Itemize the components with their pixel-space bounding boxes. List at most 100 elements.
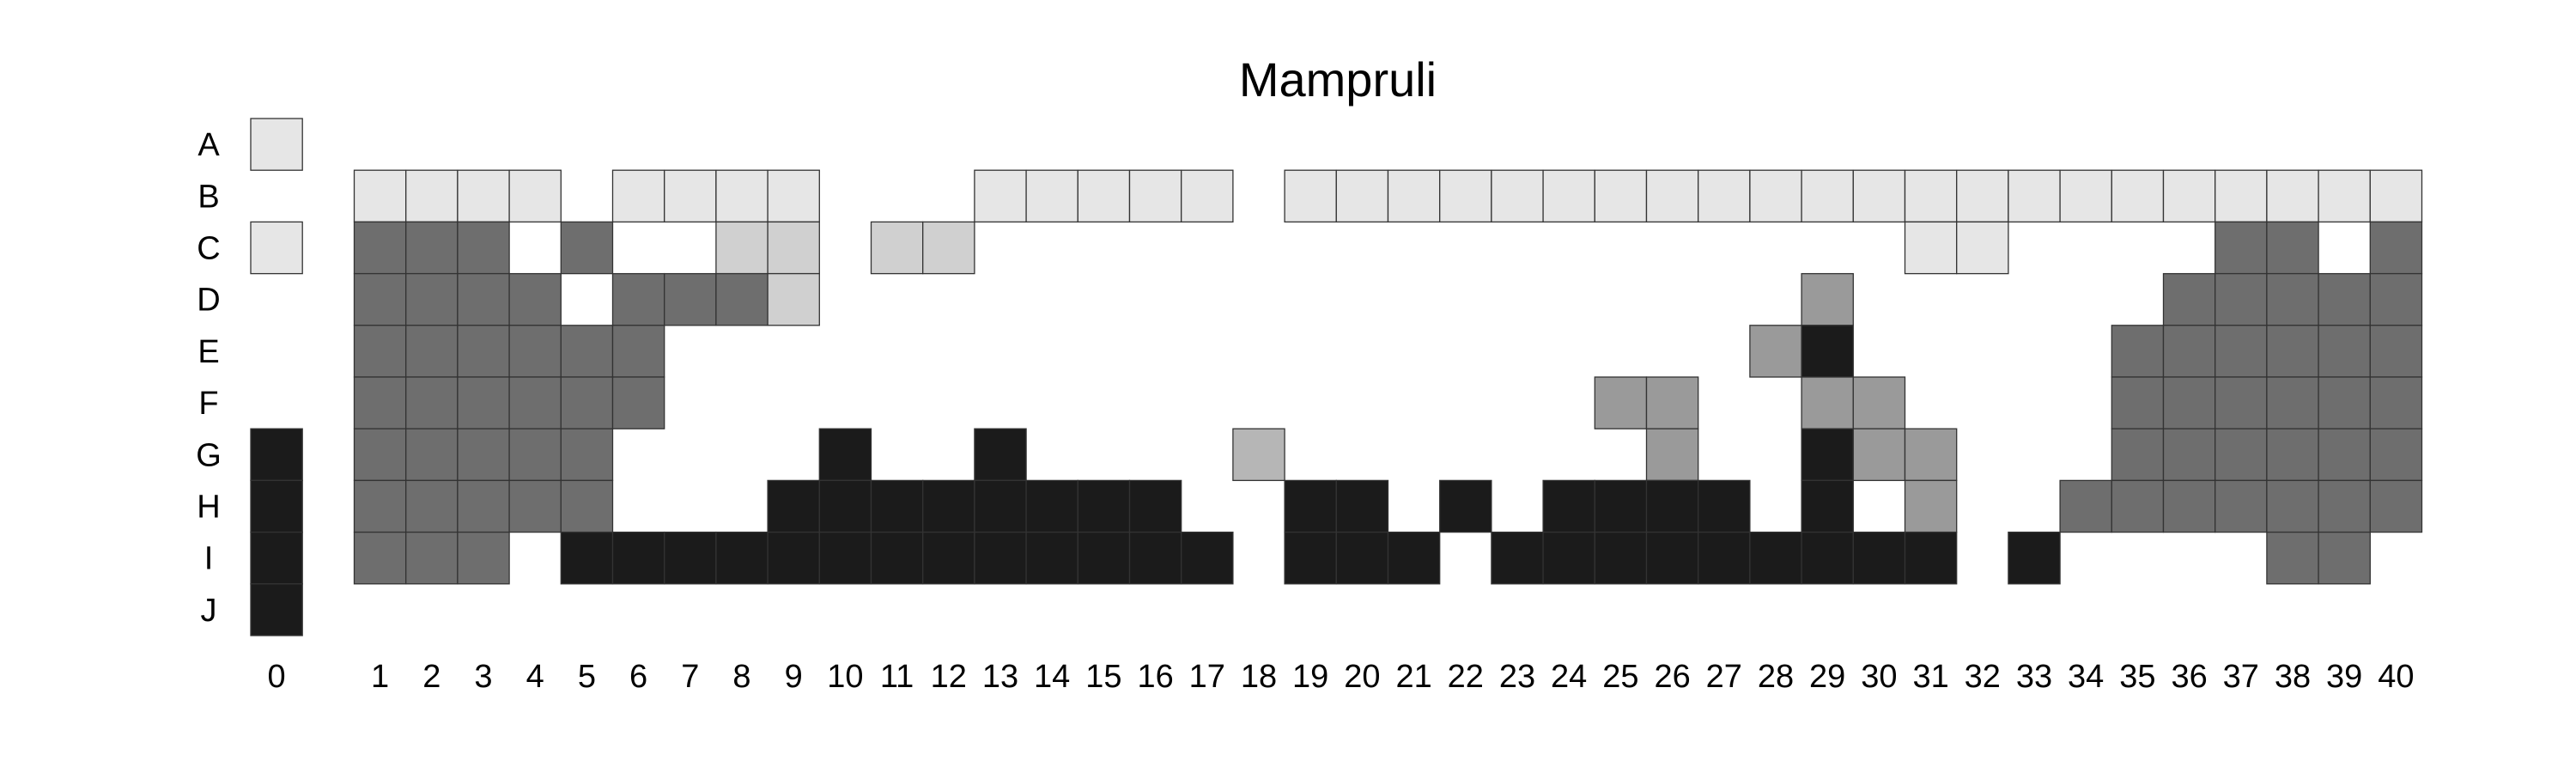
heatmap-cell-G-26 [1645,428,1699,482]
heatmap-cell-B-4 [508,169,562,223]
column-label-32: 32 [1965,659,2001,695]
heatmap-cell-E-39 [2318,325,2371,378]
heatmap-cell-F-38 [2266,376,2319,429]
heatmap-cell-C-1 [353,221,407,275]
heatmap-cell-I-9 [767,531,820,585]
heatmap-cell-I-19 [1284,531,1337,585]
heatmap-cell-H-35 [2111,479,2165,533]
heatmap-cell-C-40 [2369,221,2423,275]
heatmap-cell-C-8 [715,221,769,275]
heatmap-cell-H-22 [1439,479,1492,533]
heatmap-cell-I-10 [818,531,872,585]
heatmap-cell-I-20 [1335,531,1389,585]
heatmap-cell-B-26 [1645,169,1699,223]
heatmap-cell-F-30 [1852,376,1906,429]
heatmap-cell-B-22 [1439,169,1492,223]
heatmap-cell-G-4 [508,428,562,482]
heatmap-cell-B-27 [1698,169,1751,223]
column-label-36: 36 [2171,659,2207,695]
heatmap-cell-H-29 [1801,479,1854,533]
heatmap-cell-H-24 [1542,479,1595,533]
heatmap-cell-H-1 [353,479,407,533]
heatmap-cell-E-2 [405,325,459,378]
column-label-7: 7 [681,659,699,695]
heatmap-cell-H-11 [870,479,924,533]
heatmap-cell-J-0 [250,583,303,636]
heatmap-cell-G-2 [405,428,459,482]
heatmap-cell-D-8 [715,272,769,326]
heatmap-cell-H-27 [1698,479,1751,533]
heatmap-cell-B-7 [664,169,717,223]
heatmap-cell-I-24 [1542,531,1595,585]
heatmap-cell-I-28 [1749,531,1802,585]
heatmap-cell-I-2 [405,531,459,585]
heatmap-cell-H-12 [922,479,975,533]
heatmap-cell-H-25 [1594,479,1648,533]
heatmap-cell-G-30 [1852,428,1906,482]
heatmap-cell-F-29 [1801,376,1854,429]
column-label-6: 6 [629,659,647,695]
heatmap-cell-I-1 [353,531,407,585]
heatmap-cell-B-20 [1335,169,1389,223]
heatmap-cell-E-4 [508,325,562,378]
heatmap-cell-B-25 [1594,169,1648,223]
column-label-39: 39 [2326,659,2362,695]
heatmap-cell-E-36 [2162,325,2216,378]
column-label-34: 34 [2068,659,2104,695]
heatmap-cell-I-25 [1594,531,1648,585]
heatmap-cell-E-37 [2215,325,2268,378]
heatmap-cell-F-36 [2162,376,2216,429]
heatmap-cell-I-11 [870,531,924,585]
heatmap-cell-C-5 [560,221,614,275]
heatmap-cell-H-36 [2162,479,2216,533]
heatmap-cell-F-4 [508,376,562,429]
heatmap-cell-B-28 [1749,169,1802,223]
heatmap-cell-F-6 [611,376,665,429]
heatmap-cell-G-35 [2111,428,2165,482]
heatmap-cell-B-32 [1956,169,2009,223]
chart-title: Mampruli [1239,52,1437,107]
column-label-4: 4 [526,659,544,695]
heatmap-cell-H-14 [1025,479,1078,533]
column-label-16: 16 [1137,659,1173,695]
heatmap-cell-H-26 [1645,479,1699,533]
heatmap-cell-C-9 [767,221,820,275]
heatmap-cell-I-8 [715,531,769,585]
heatmap-cell-I-16 [1128,531,1182,585]
heatmap-cell-D-9 [767,272,820,326]
heatmap-cell-H-40 [2369,479,2423,533]
heatmap-cell-H-2 [405,479,459,533]
heatmap-cell-B-30 [1852,169,1906,223]
row-label-A: A [197,127,220,163]
column-label-29: 29 [1809,659,1845,695]
heatmap-cell-D-3 [457,272,510,326]
heatmap-cell-E-6 [611,325,665,378]
heatmap-cell-F-3 [457,376,510,429]
heatmap-cell-D-40 [2369,272,2423,326]
heatmap-cell-B-36 [2162,169,2216,223]
heatmap-cell-B-31 [1904,169,1958,223]
column-label-35: 35 [2119,659,2155,695]
heatmap-cell-E-38 [2266,325,2319,378]
heatmap-cell-H-9 [767,479,820,533]
heatmap-cell-G-37 [2215,428,2268,482]
heatmap-cell-I-17 [1181,531,1234,585]
column-label-20: 20 [1344,659,1380,695]
column-label-33: 33 [2016,659,2052,695]
heatmap-cell-I-5 [560,531,614,585]
row-label-I: I [204,541,214,577]
heatmap-cells [250,118,2423,636]
heatmap-cell-B-33 [2008,169,2061,223]
heatmap-cell-D-36 [2162,272,2216,326]
heatmap-cell-G-29 [1801,428,1854,482]
heatmap-cell-B-39 [2318,169,2371,223]
column-label-37: 37 [2223,659,2259,695]
heatmap-cell-I-7 [664,531,717,585]
heatmap-cell-B-2 [405,169,459,223]
heatmap-cell-G-36 [2162,428,2216,482]
heatmap-cell-H-10 [818,479,872,533]
heatmap-cell-F-1 [353,376,407,429]
heatmap-cell-F-26 [1645,376,1699,429]
heatmap-cell-B-1 [353,169,407,223]
